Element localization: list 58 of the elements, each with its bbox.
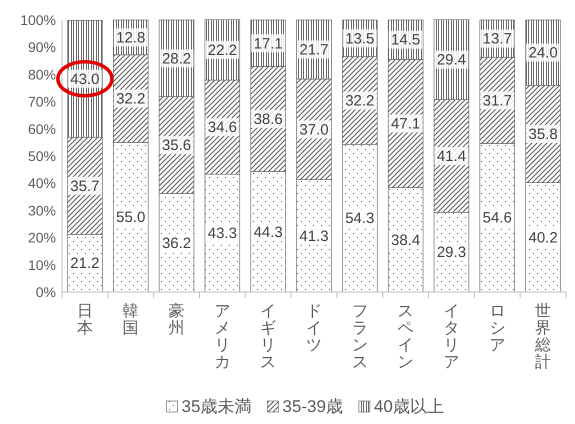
x-tick-label: 豪州 (168, 302, 185, 337)
x-tick-label: 韓国 (122, 302, 139, 337)
x-tick-label: イタリア (443, 303, 460, 371)
data-label: 54.3 (345, 210, 374, 228)
y-tick-label: 80% (28, 66, 56, 82)
data-label: 13.7 (482, 30, 512, 48)
y-tick-label: 10% (28, 256, 56, 273)
data-label: 40.2 (528, 229, 558, 246)
data-label: 43.0 (70, 70, 100, 88)
x-tick-label: ドイツ (306, 303, 322, 354)
x-tick-label: ロシア (489, 303, 506, 354)
y-tick-label: 50% (28, 148, 56, 164)
y-tick-label: 100% (20, 12, 56, 28)
data-label: 24.0 (528, 44, 558, 62)
data-label: 35.7 (70, 178, 100, 195)
data-label: 43.3 (208, 225, 237, 242)
data-label: 32.2 (116, 90, 146, 108)
data-label: 47.1 (391, 115, 420, 132)
data-label: 41.3 (299, 228, 329, 245)
y-tick-label: 60% (28, 120, 56, 137)
data-label: 14.5 (391, 32, 420, 49)
data-label: 41.4 (436, 148, 466, 165)
x-tick-label: アメリカ (214, 303, 230, 371)
data-label: 29.3 (436, 244, 466, 262)
y-tick-label: 40% (28, 175, 56, 192)
data-label: 38.4 (391, 232, 420, 249)
data-label: 32.2 (345, 92, 374, 110)
x-tick-label: フランス (352, 303, 368, 371)
x-tick-label: スペイン (398, 303, 414, 371)
y-tick-label: 90% (28, 39, 56, 56)
legend-label: 40歳以上 (374, 397, 444, 416)
y-tick-label: 70% (28, 94, 56, 110)
x-tick-label: 世界総計 (534, 302, 552, 371)
data-label: 54.6 (482, 210, 512, 227)
data-label: 35.8 (528, 126, 558, 143)
y-tick-label: 20% (28, 230, 56, 246)
data-label: 36.2 (162, 234, 192, 252)
data-label: 31.7 (482, 92, 512, 110)
data-label: 37.0 (299, 121, 329, 138)
data-label: 21.2 (70, 255, 100, 272)
y-tick-label: 0% (36, 284, 56, 300)
data-label: 44.3 (254, 224, 283, 241)
data-label: 35.6 (162, 137, 192, 154)
data-label: 13.5 (345, 30, 374, 48)
x-tick-label: イギリス (260, 303, 276, 371)
data-label: 28.2 (162, 50, 192, 68)
data-label: 34.6 (208, 119, 237, 136)
y-tick-label: 30% (28, 202, 56, 218)
x-tick-label: 日本 (76, 303, 93, 337)
legend-label: 35歳未満 (182, 397, 252, 416)
data-label: 38.6 (254, 111, 283, 128)
data-label: 55.0 (116, 209, 146, 226)
data-label: 12.8 (116, 29, 146, 46)
legend-label: 35-39歳 (282, 397, 343, 416)
data-label: 22.2 (208, 42, 237, 59)
data-label: 17.1 (254, 35, 283, 52)
data-label: 29.4 (436, 52, 466, 69)
data-label: 21.7 (299, 42, 329, 59)
